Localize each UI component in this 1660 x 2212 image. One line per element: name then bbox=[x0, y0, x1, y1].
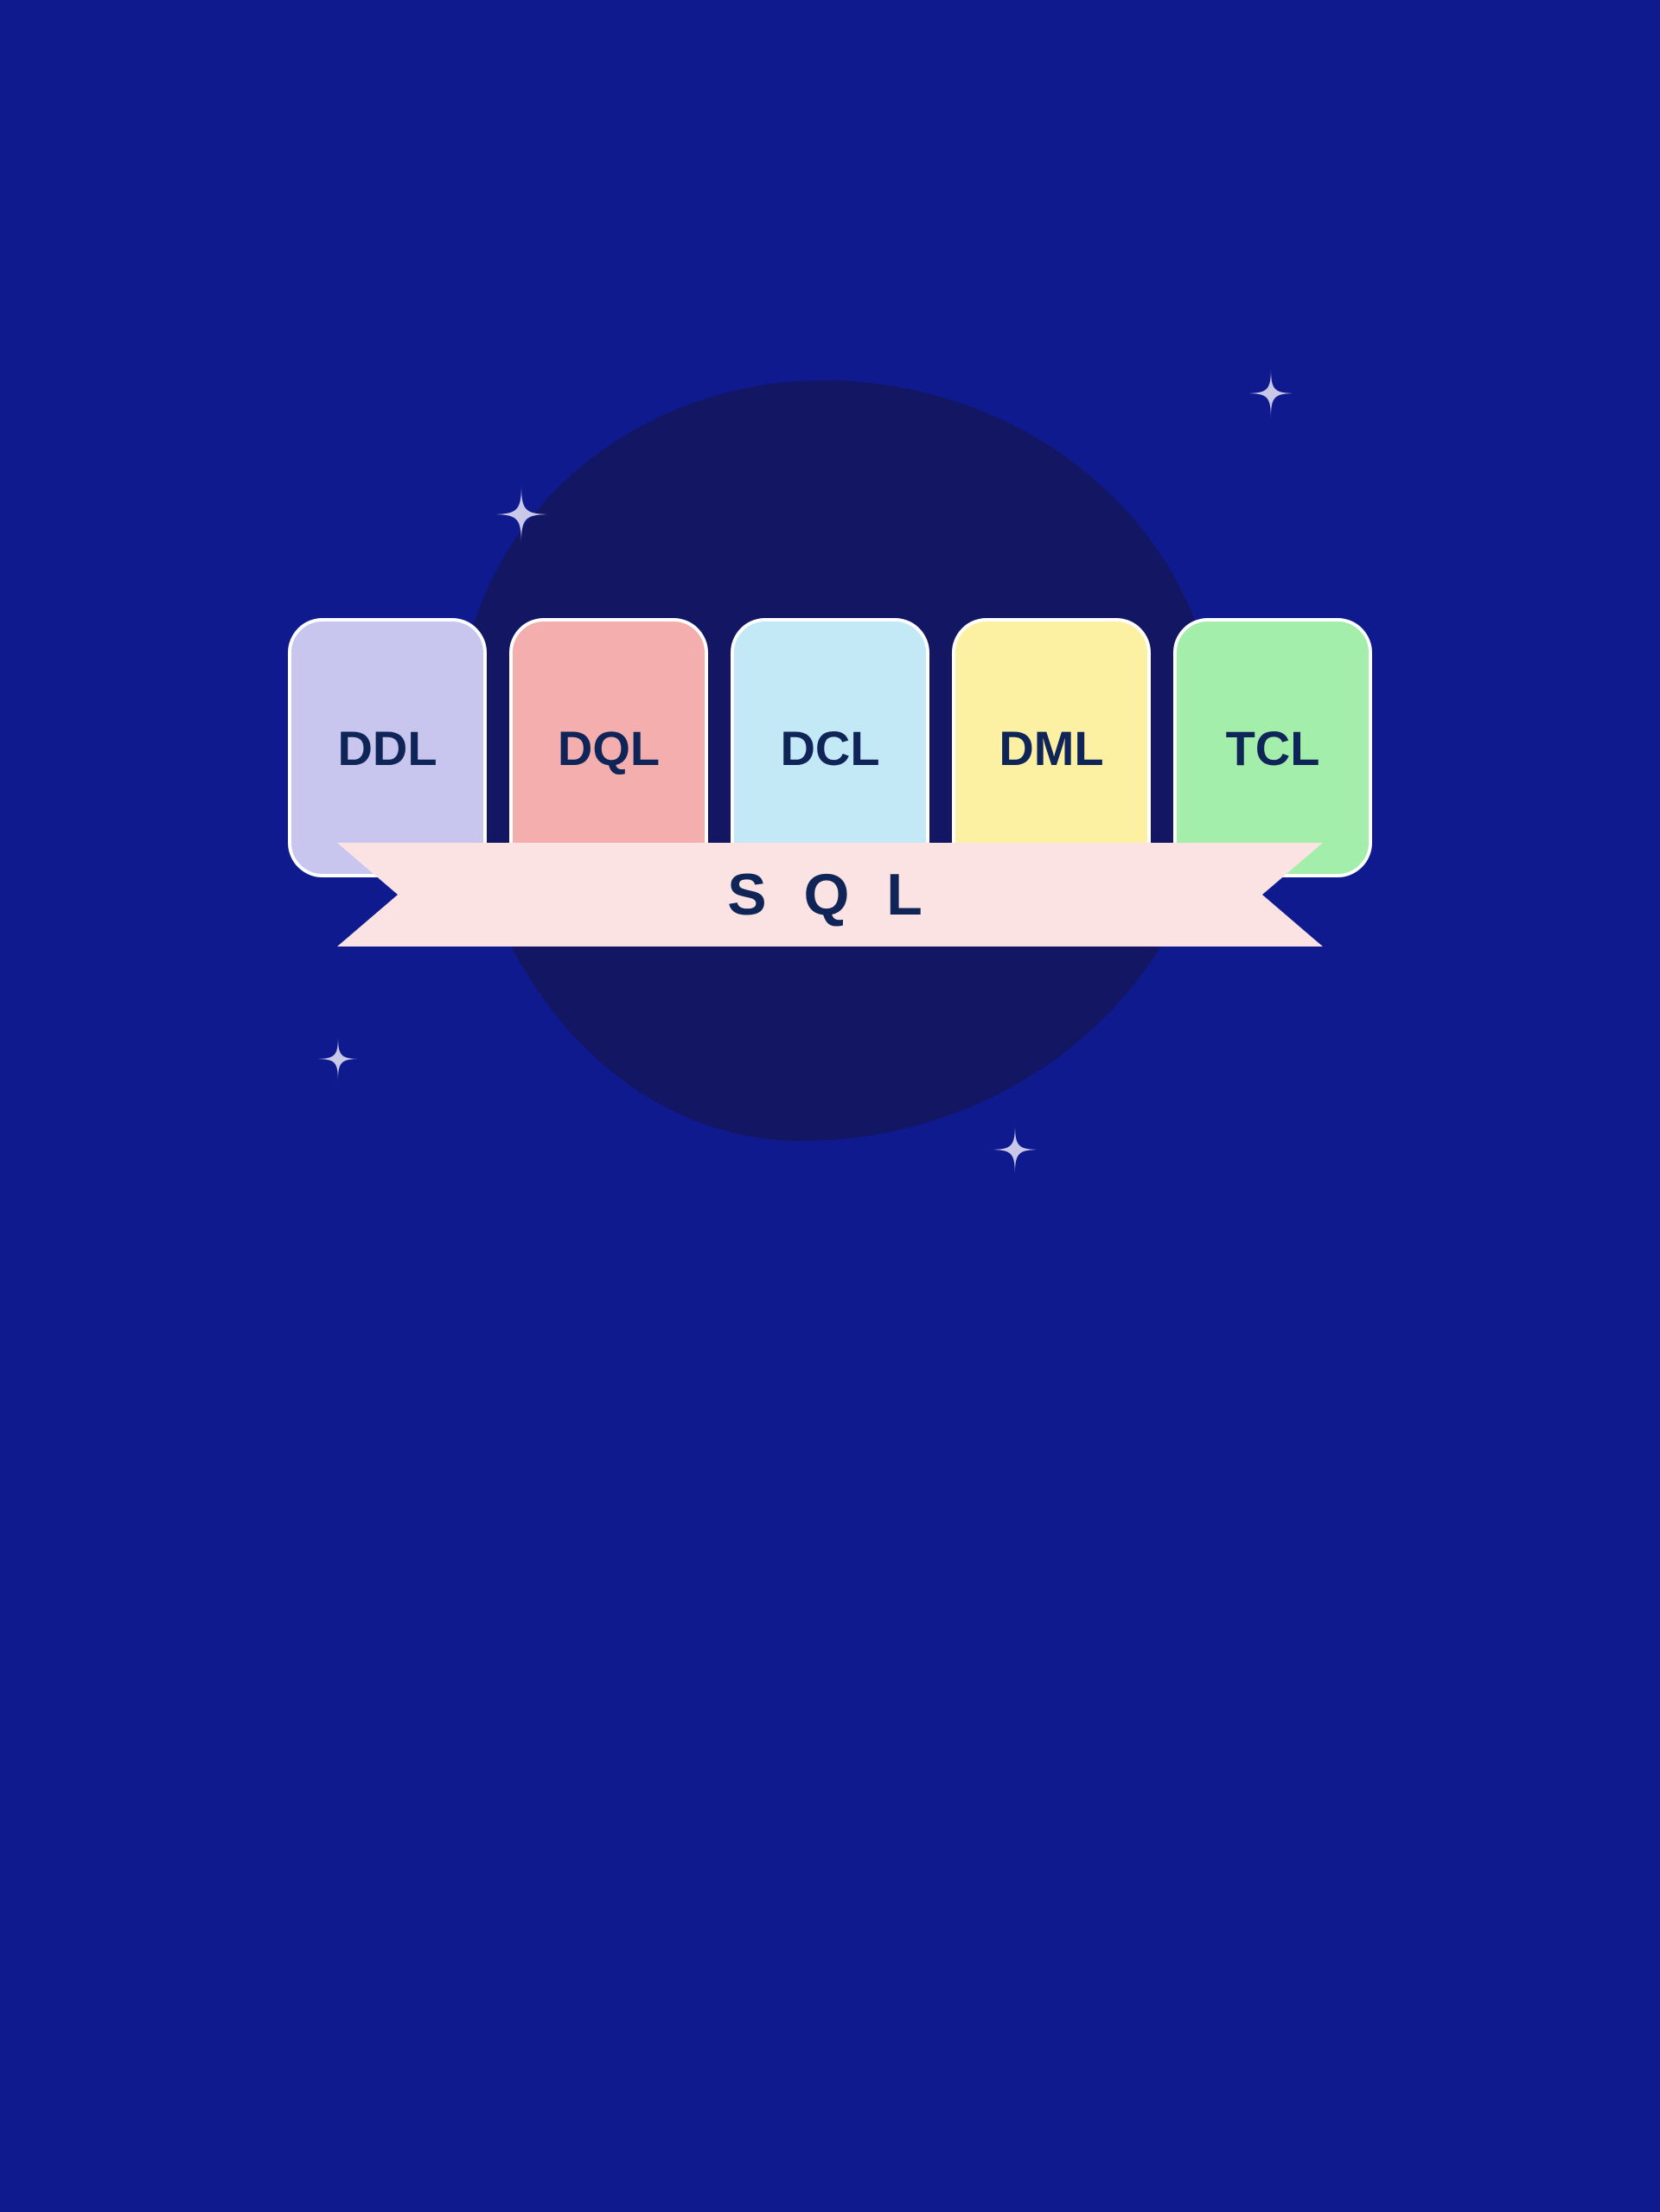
card-label: TCL bbox=[1226, 720, 1320, 776]
card-label: DML bbox=[999, 720, 1103, 776]
card-label: DCL bbox=[780, 720, 879, 776]
sql-banner: S Q L bbox=[398, 843, 1262, 947]
dql-card: DQL bbox=[509, 618, 708, 877]
card-label: DQL bbox=[558, 720, 660, 776]
sql-banner-label: S Q L bbox=[727, 861, 933, 928]
sparkle-icon bbox=[989, 1124, 1041, 1180]
sparkle-icon bbox=[1245, 367, 1297, 424]
tcl-card: TCL bbox=[1173, 618, 1372, 877]
sparkle-icon bbox=[315, 1036, 361, 1087]
cards-row: DDL DQL DCL DML TCL bbox=[288, 618, 1372, 877]
card-label: DDL bbox=[337, 720, 437, 776]
sql-sublanguages-diagram: DDL DQL DCL DML TCL S Q L bbox=[0, 0, 1660, 2212]
dml-card: DML bbox=[952, 618, 1151, 877]
dcl-card: DCL bbox=[731, 618, 929, 877]
diagram-container: DDL DQL DCL DML TCL S Q L bbox=[288, 618, 1372, 947]
ddl-card: DDL bbox=[288, 618, 487, 877]
